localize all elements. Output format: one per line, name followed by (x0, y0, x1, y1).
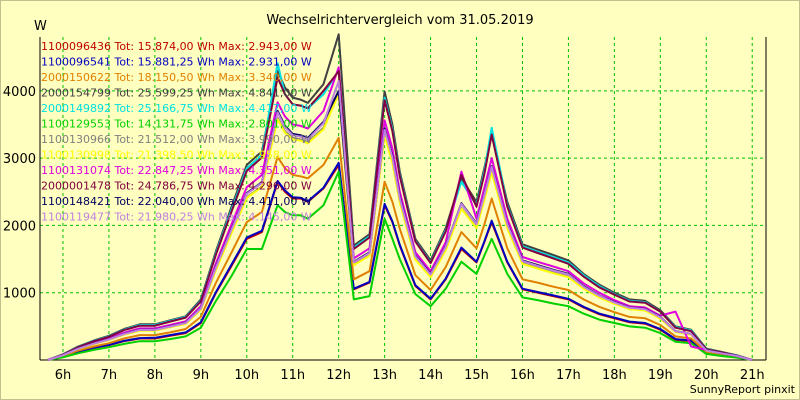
legend-entry: 2000154799 Tot: 25.599,25 Wh Max: 4.841,… (41, 87, 312, 100)
series-layer (47, 33, 753, 361)
x-tick-label: 10h (234, 368, 259, 383)
legend-entry: 1100129553 Tot: 14.131,75 Wh Max: 2.801,… (41, 118, 312, 131)
legend-entry: 1100096436 Tot: 15.874,00 Wh Max: 2.943,… (41, 40, 312, 53)
series-line-2000001478 (47, 70, 753, 361)
x-tick-label: 13h (372, 368, 397, 383)
legend-entry: 1100130998 Tot: 21.398,50 Wh Max: 3.958,… (41, 149, 312, 162)
legend-entry: 2000149892 Tot: 25.166,75 Wh Max: 4.417,… (41, 102, 312, 115)
axis-layer: 6h 7h 8h 9h 10h 11h 12h 13h 14h 15h 16h 17h 18h 19h 20… (3, 37, 767, 383)
x-tick-label: 14h (418, 368, 443, 383)
series-line-2000150622 (47, 136, 753, 361)
x-tick-label: 15h (464, 368, 489, 383)
x-tick-label: 21h (740, 368, 765, 383)
x-tick-label: 12h (326, 368, 351, 383)
legend-entry: 1100130966 Tot: 21.512,00 Wh Max: 3.990,… (41, 133, 312, 146)
x-tick-label: 20h (694, 368, 719, 383)
x-tick-label: 8h (147, 368, 164, 383)
y-tick-label: 1000 (3, 287, 36, 302)
chart-title: Wechselrichtervergleich vom 31.05.2019 (266, 13, 533, 28)
y-tick-label: 3000 (3, 152, 36, 167)
y-axis-unit-label: W (34, 19, 47, 34)
legend-entry: 1100096541 Tot: 15.881,25 Wh Max: 2.931,… (41, 56, 312, 69)
series-line-1100131074 (47, 66, 753, 361)
y-tick-label: 2000 (3, 219, 36, 234)
y-tick-label: 4000 (3, 85, 36, 100)
legend-entry: 1100131074 Tot: 22.847,25 Wh Max: 4.351,… (41, 164, 312, 177)
grid-layer (40, 37, 766, 360)
legend-entry: 2000150622 Tot: 18.150,50 Wh Max: 3.340,… (41, 71, 312, 84)
x-tick-label: 18h (602, 368, 627, 383)
footer-credit: SunnyReport pinxit (690, 383, 796, 396)
x-tick-label: 11h (280, 368, 305, 383)
series-line-1100096541 (47, 161, 753, 361)
legend-entry: 1100119477 Tot: 21.980,25 Wh Max: 4.145,… (41, 211, 312, 224)
x-tick-label: 7h (101, 368, 118, 383)
legend: 1100096436 Tot: 15.874,00 Wh Max: 2.943,… (41, 40, 312, 224)
legend-entry: 2000001478 Tot: 24.786,75 Wh Max: 4.296,… (41, 180, 312, 193)
series-line-1100119477 (47, 80, 753, 361)
x-tick-label: 19h (648, 368, 673, 383)
x-tick-label: 9h (193, 368, 210, 383)
x-tick-label: 16h (510, 368, 535, 383)
x-tick-label: 17h (556, 368, 581, 383)
x-tick-label: 6h (55, 368, 72, 383)
series-line-1100129553 (47, 170, 753, 361)
legend-entry: 1100148421 Tot: 22.040,00 Wh Max: 4.411,… (41, 195, 312, 208)
